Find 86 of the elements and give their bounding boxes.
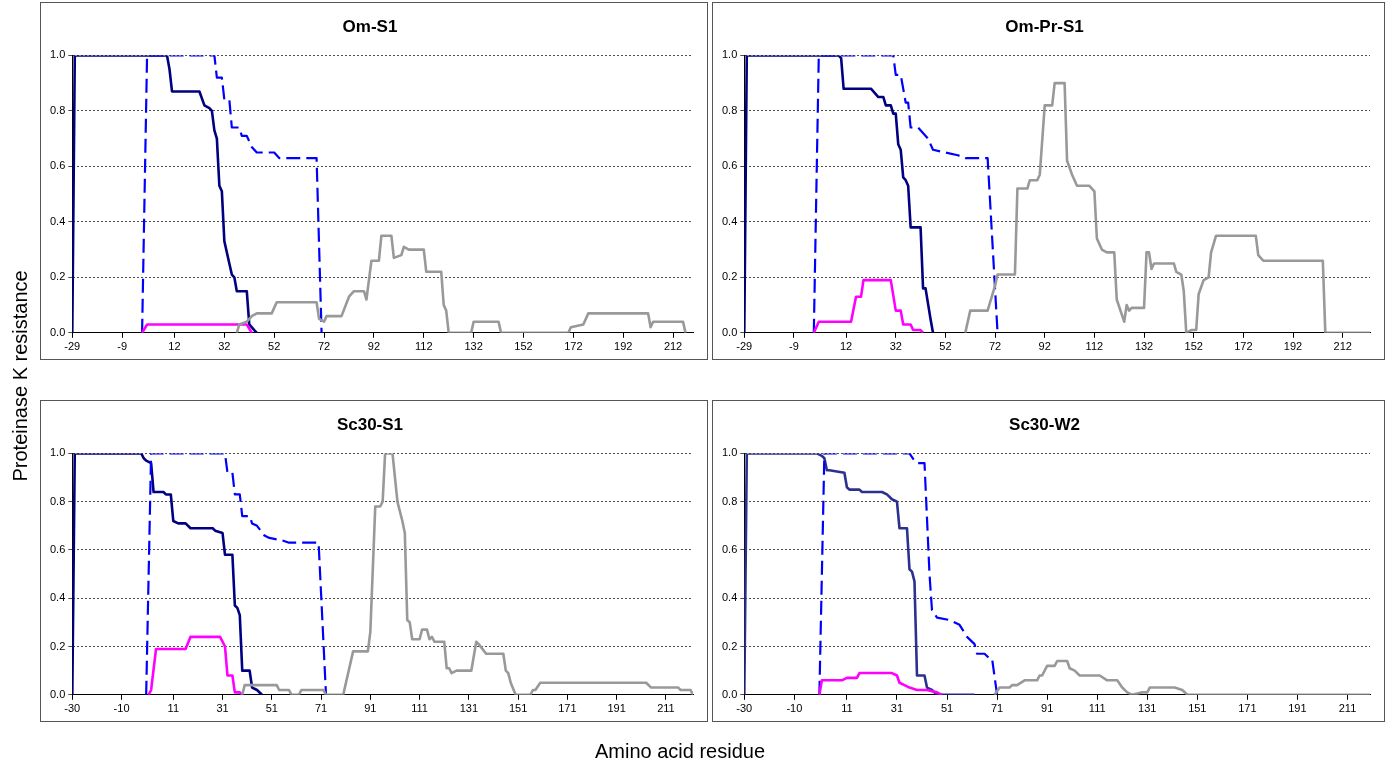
x-tick-label: 111 [1088,702,1106,715]
x-tick-label: 212 [663,340,683,353]
x-tick-label: 131 [1138,702,1157,715]
y-tick-label: 1.0 [49,48,66,61]
x-tick-label: -9 [789,340,799,353]
y-tick-label: 0.4 [49,214,66,227]
y-tick-label: 1.0 [49,446,66,459]
x-tick-label: 191 [1288,702,1307,715]
x-tick-label: 52 [939,340,952,353]
x-tick-label: 192 [614,340,633,353]
x-tick-label: -10 [113,702,130,715]
x-tick-label: 71 [990,702,1004,715]
chart-title: Om-Pr-S1 [1005,16,1084,36]
line-series [145,453,328,695]
x-tick-label: 51 [940,702,954,715]
x-tick-label: 171 [558,702,577,715]
x-tick-label: 212 [1333,340,1352,353]
y-tick-label: 1.0 [721,446,738,459]
x-tick-label: 132 [464,340,483,353]
x-tick-label: 91 [1041,702,1054,715]
x-tick-label: 112 [415,340,433,353]
y-tick-label: 0.6 [49,542,66,555]
x-tick-label: 32 [889,340,902,353]
y-tick-label: 0.8 [721,494,738,507]
x-tick-label: 31 [216,702,229,715]
x-tick-label: -29 [736,340,753,353]
line-series [812,55,999,333]
x-tick-label: 31 [890,702,904,715]
y-tick-label: 0.8 [49,494,66,507]
y-tick-label: 0.8 [721,103,738,116]
x-tick-label: 51 [265,702,278,715]
y-tick-label: 0.6 [721,159,738,172]
y-tick-label: 0.6 [49,159,66,172]
y-tick-label: 0.0 [49,687,66,700]
x-tick-label: -30 [736,702,753,715]
x-tick-label: 171 [1238,702,1257,715]
x-tick-label: 12 [839,340,853,353]
x-tick-label: 152 [1184,340,1203,353]
y-tick-label: 0.2 [49,639,66,652]
chart-title: Sc30-W2 [1009,414,1080,434]
line-series [818,453,999,695]
y-tick-label: 0.4 [721,214,738,227]
x-tick-label: 151 [508,702,528,715]
x-tick-label: 92 [1038,340,1051,353]
x-tick-label: 52 [268,340,281,353]
x-tick-label: 211 [1338,702,1357,715]
x-tick-label: 71 [314,702,328,715]
x-tick-label: 92 [367,340,381,353]
x-tick-label: 112 [1085,340,1104,353]
x-tick-label: 32 [218,340,231,353]
x-tick-label: -30 [64,702,81,715]
y-tick-label: 0.0 [721,687,738,700]
x-tick-label: 131 [459,702,479,715]
x-tick-label: 151 [1188,702,1207,715]
y-tick-label: 0.8 [49,103,66,116]
line-series [140,55,323,333]
y-tick-label: 0.4 [49,591,66,604]
x-tick-label: 11 [841,702,853,715]
x-tick-label: 91 [364,702,377,715]
x-tick-label: 172 [564,340,583,353]
x-tick-label: 172 [1234,340,1253,353]
y-tick-label: 0.2 [721,639,738,652]
x-tick-label: 11 [167,702,179,715]
x-tick-label: 72 [317,340,331,353]
x-tick-label: -29 [64,340,81,353]
x-tick-label: 111 [411,702,428,715]
y-tick-label: 1.0 [721,48,738,61]
y-tick-label: 0.0 [49,325,66,338]
chart-title: Sc30-S1 [336,414,404,434]
x-tick-label: 132 [1134,340,1154,353]
y-axis-title: Proteinase K resistance [8,270,32,482]
x-axis-title: Amino acid residue [593,740,767,763]
x-tick-label: 12 [168,340,181,353]
x-tick-label: -9 [117,340,128,353]
x-tick-label: 191 [607,702,626,715]
y-tick-label: 0.0 [721,325,738,338]
chart-title: Om-S1 [342,16,398,36]
x-tick-label: 192 [1283,340,1303,353]
y-tick-label: 0.2 [49,270,66,283]
y-tick-label: 0.2 [721,270,738,283]
y-tick-label: 0.4 [721,591,738,604]
x-tick-label: 211 [657,702,675,715]
x-tick-label: 152 [514,340,533,353]
y-tick-label: 0.6 [721,542,738,555]
x-tick-label: -10 [786,702,803,715]
x-tick-label: 72 [988,340,1002,353]
